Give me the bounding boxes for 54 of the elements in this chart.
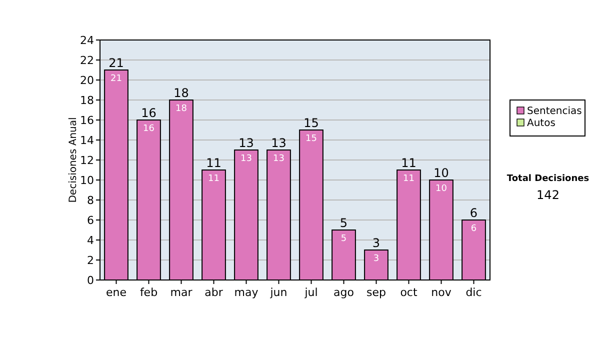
- x-tick-label: ene: [106, 286, 127, 299]
- y-tick-label: 4: [87, 234, 94, 247]
- text: 142: [536, 188, 560, 202]
- y-tick-label: 18: [80, 94, 94, 107]
- data-label: 21: [110, 74, 122, 84]
- y-tick-label: 22: [80, 54, 94, 67]
- data-label: 3: [373, 254, 380, 264]
- y-tick-label: 20: [80, 74, 94, 87]
- data-label: 11: [403, 174, 414, 184]
- x-tick-label: oct: [400, 286, 418, 299]
- data-label: 5: [340, 234, 347, 244]
- x-tick-label: feb: [140, 286, 158, 299]
- legend-label: Sentencias: [527, 106, 582, 117]
- y-tick-label: 10: [80, 174, 94, 187]
- x-tick-label: mar: [170, 286, 193, 299]
- legend-label: Autos: [527, 118, 556, 129]
- data-label: 18: [176, 104, 188, 114]
- total-label: 21: [108, 56, 124, 70]
- x-tick-label: abr: [204, 286, 224, 299]
- y-tick-label: 14: [80, 134, 94, 147]
- y-tick-label: 12: [80, 154, 94, 167]
- total-label: 5: [340, 216, 348, 230]
- x-tick-label: nov: [431, 286, 452, 299]
- x-tick-label: jul: [304, 286, 318, 299]
- total-label: 13: [271, 136, 286, 150]
- total-label: 6: [470, 206, 478, 220]
- x-tick-label: may: [234, 286, 259, 299]
- text: Total Decisiones: [506, 174, 590, 184]
- y-tick-label: 8: [87, 194, 94, 207]
- total-label: 10: [434, 166, 449, 180]
- x-tick-label: dic: [466, 286, 482, 299]
- data-label: 6: [470, 224, 477, 234]
- total-label: 15: [304, 116, 319, 130]
- data-label: 16: [143, 124, 155, 134]
- y-tick-label: 2: [87, 254, 94, 267]
- total-label: 3: [372, 236, 380, 250]
- total-label: 16: [141, 106, 156, 120]
- total-label: 11: [206, 156, 222, 170]
- y-tick-label: 0: [87, 274, 94, 287]
- x-tick-label: jun: [269, 286, 288, 299]
- x-tick-label: ago: [334, 286, 354, 299]
- y-tick-label: 24: [80, 34, 94, 47]
- y-axis-title: Decisiones Anual: [68, 117, 79, 203]
- y-tick-label: 6: [87, 214, 94, 227]
- total-label: 13: [238, 136, 254, 150]
- data-label: 13: [240, 154, 252, 164]
- data-label: 11: [208, 174, 220, 184]
- y-tick-label: 16: [80, 114, 94, 127]
- data-label: 10: [436, 184, 448, 194]
- x-tick-label: sep: [366, 286, 386, 299]
- total-label: 18: [174, 86, 189, 100]
- data-label: 15: [306, 134, 317, 144]
- total-label: 11: [401, 156, 416, 170]
- data-label: 13: [273, 154, 284, 164]
